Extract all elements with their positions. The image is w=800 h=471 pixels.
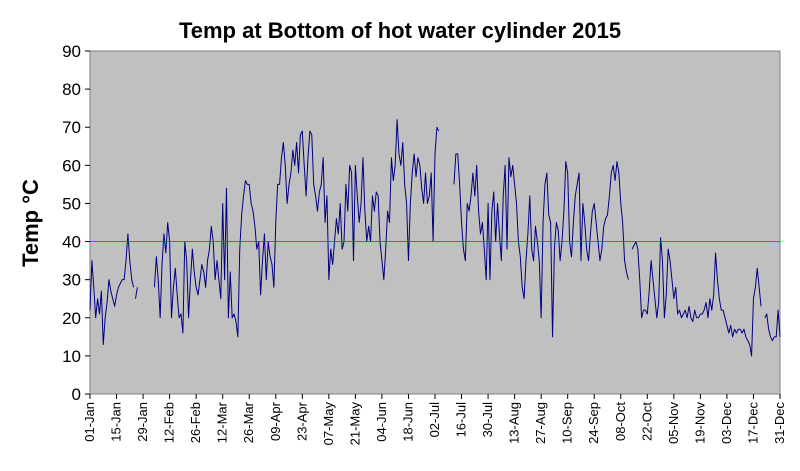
y-tick-label: 10	[62, 347, 81, 366]
plot-area	[89, 50, 781, 395]
y-tick-label: 20	[62, 309, 81, 328]
y-axis: 0 10 20 30 40 50 60 70 80 90	[62, 42, 90, 404]
x-tick-label: 23-Apr	[294, 401, 309, 441]
series-line-segment	[453, 153, 629, 338]
y-tick-label: 40	[62, 233, 81, 252]
x-tick-label: 04-Jun	[374, 402, 389, 442]
series-line-segment	[631, 237, 762, 357]
x-tick-label: 12-Mar	[215, 401, 230, 443]
y-tick-label: 60	[62, 156, 81, 175]
x-tick-label: 09-Apr	[268, 401, 283, 441]
x-tick-label: 17-Dec	[745, 402, 760, 444]
y-tick-label: 30	[62, 271, 81, 290]
series-line-segment	[89, 233, 135, 345]
series-layer	[89, 119, 781, 357]
y-axis-title: Temp °C	[18, 179, 43, 267]
x-axis: 01-Jan 15-Jan 29-Jan 12-Feb 26-Feb 12-Mar 26-M…	[82, 394, 787, 445]
x-tick-label: 29-Jan	[135, 402, 150, 442]
x-tick-label: 16-Jul	[454, 402, 469, 438]
y-tick-label: 0	[72, 385, 81, 404]
x-tick-label: 22-Oct	[639, 402, 654, 441]
x-tick-label: 15-Jan	[109, 402, 124, 442]
x-tick-label: 05-Nov	[666, 402, 681, 444]
x-tick-label: 07-May	[321, 402, 336, 446]
y-tick-label: 80	[62, 80, 81, 99]
x-tick-label: 02-Jul	[427, 402, 442, 438]
x-tick-label: 03-Dec	[719, 402, 734, 444]
y-tick-label: 50	[62, 194, 81, 213]
y-tick-label: 90	[62, 42, 81, 61]
x-tick-label: 26-Mar	[241, 401, 256, 443]
series-line-segment	[764, 309, 781, 342]
y-tick-label: 70	[62, 118, 81, 137]
x-tick-label: 08-Oct	[613, 402, 628, 441]
x-tick-label: 27-Aug	[533, 402, 548, 444]
x-tick-label: 21-May	[347, 402, 362, 446]
x-tick-label: 19-Nov	[692, 402, 707, 444]
chart-title: Temp at Bottom of hot water cylinder 201…	[179, 18, 621, 43]
x-tick-label: 12-Feb	[162, 402, 177, 443]
x-tick-label: 13-Aug	[507, 402, 522, 444]
x-tick-label: 26-Feb	[188, 402, 203, 443]
x-tick-label: 18-Jun	[400, 402, 415, 442]
x-tick-label: 31-Dec	[772, 402, 787, 444]
x-tick-label: 01-Jan	[82, 402, 97, 442]
series-line-segment	[153, 119, 440, 338]
x-tick-label: 10-Sep	[560, 402, 575, 444]
x-tick-label: 24-Sep	[586, 402, 601, 444]
series-line-segment	[134, 287, 138, 299]
x-tick-label: 30-Jul	[480, 402, 495, 438]
